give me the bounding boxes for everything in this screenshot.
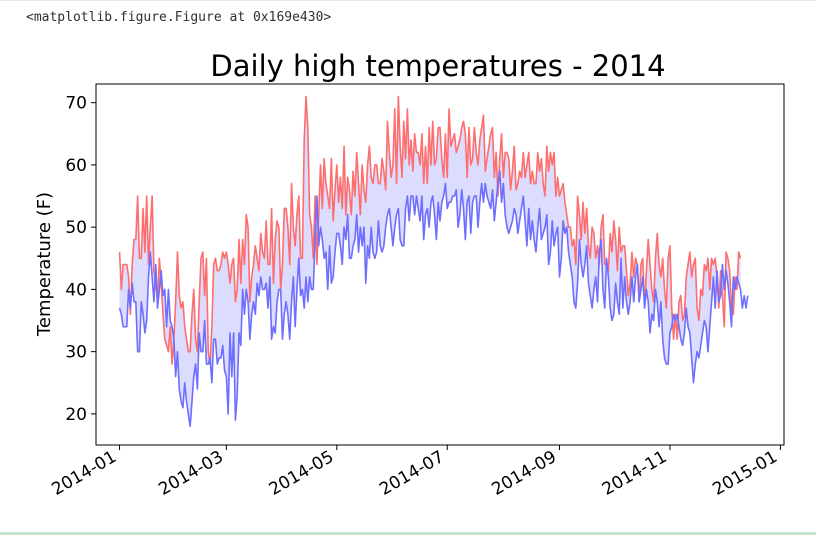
x-tick-label: 2014-09	[488, 447, 560, 500]
y-tick-label: 60	[65, 156, 87, 176]
series-line-highs	[118, 95, 742, 365]
top-divider	[0, 0, 816, 1]
y-tick-label: 30	[65, 343, 87, 363]
figure-output-text: <matplotlib.figure.Figure at 0x169e430>	[26, 10, 332, 25]
chart-title: Daily high temperatures - 2014	[210, 49, 665, 83]
y-tick-label: 50	[65, 218, 87, 238]
y-tick-label: 70	[65, 94, 87, 114]
bottom-divider	[0, 532, 816, 535]
x-tick-label: 2015-01	[709, 447, 781, 500]
x-tick-label: 2014-11	[599, 447, 671, 500]
x-tick-label: 2014-07	[376, 447, 448, 500]
y-tick-label: 40	[65, 280, 87, 300]
axes-frame	[95, 83, 785, 446]
series-line-lows	[118, 170, 749, 428]
x-axis: 2014-01 2014-03 2014-05 2014-07 2014-09 2014-…	[49, 445, 781, 500]
x-tick-label: 2014-05	[266, 447, 338, 500]
y-tick-label: 20	[65, 405, 87, 425]
x-tick-label: 2014-03	[155, 447, 227, 500]
y-axis-label: Temperature (F)	[34, 192, 55, 337]
x-tick-label: 2014-01	[49, 447, 121, 500]
y-axis: 20 30 40 50 60 70	[65, 94, 96, 425]
